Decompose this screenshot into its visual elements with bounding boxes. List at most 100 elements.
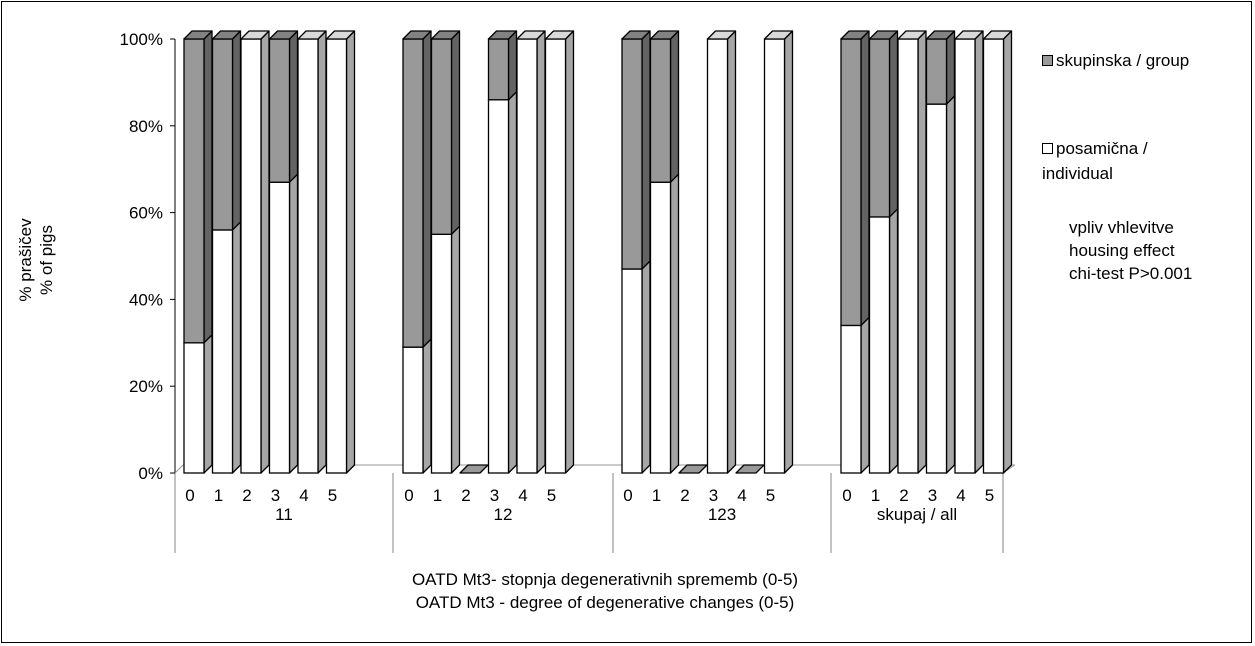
x-tick-label: 0: [185, 486, 194, 505]
y-tick-label: 80%: [129, 117, 163, 136]
bar-individual-top: [897, 30, 927, 40]
bar-group: [925, 30, 956, 105]
bar-individual-front: [325, 38, 348, 474]
bar-individual-front: [240, 38, 262, 474]
bar-individual-side: [450, 225, 461, 474]
bar-group: [211, 30, 242, 231]
x-tick-label: 4: [956, 486, 965, 505]
bar-individual-front: [621, 268, 643, 474]
bar-individual: [297, 30, 327, 474]
x-tick-label: 5: [328, 486, 337, 505]
x-axis-title: OATD Mt3- stopnja degenerativnih spremem…: [180, 568, 1030, 614]
x-tick-label: 4: [518, 486, 527, 505]
bar-group-top: [925, 30, 956, 40]
bar-group-top: [868, 30, 899, 40]
x-tick-label: 2: [242, 486, 251, 505]
bar-group-front: [487, 38, 510, 101]
legend-label-individual-line-2: individual: [1042, 164, 1113, 183]
bar-individual-front: [211, 229, 234, 474]
group-label: 12: [494, 505, 513, 524]
bar-individual-side: [260, 30, 270, 474]
bar-individual-side: [945, 95, 956, 474]
x-tick-label: 4: [737, 486, 746, 505]
bar-empty: [459, 464, 489, 474]
bar-individual-front: [706, 38, 729, 474]
bar-group-top: [487, 30, 518, 40]
y-tick-labels: 0% 20% 40% 60% 80% 100%: [120, 30, 175, 483]
x-axis-title-line-2: OATD Mt3 - degree of degenerative change…: [415, 593, 795, 612]
chart-bars: [183, 30, 1013, 474]
bar-group-top: [621, 30, 651, 40]
bar-individual-side: [203, 334, 213, 474]
x-tick-label: 1: [871, 486, 880, 505]
x-tick-label: 2: [680, 486, 689, 505]
legend-item-group: skupinska / group: [1042, 48, 1189, 73]
bar-individual: [868, 208, 899, 474]
x-tick-label: 3: [490, 486, 499, 505]
bar-individual-top: [982, 30, 1013, 40]
bar-group-side: [288, 30, 299, 183]
group-label: 123: [708, 505, 736, 524]
bar-empty: [735, 464, 765, 474]
bar-group-top: [211, 30, 242, 40]
y-tick-label: 0%: [138, 464, 163, 483]
bar-empty-plate: [735, 464, 765, 474]
bar-individual-top: [516, 30, 546, 40]
bar-individual-front: [487, 99, 510, 474]
bar-individual-side: [726, 30, 737, 474]
y-tick-label: 60%: [129, 204, 163, 223]
bar-group-side: [231, 30, 242, 231]
bar-individual-front: [297, 38, 319, 474]
bar-individual-side: [641, 260, 651, 474]
chart-annotation: vpliv vhlevitve housing effect chi-test …: [1069, 216, 1192, 285]
x-tick-label: 5: [766, 486, 775, 505]
floor-left-edge: [174, 464, 184, 474]
bar-group-front: [925, 38, 948, 105]
bar-individual-side: [317, 30, 327, 474]
bar-individual-side: [231, 221, 242, 474]
y-tick-label: 100%: [120, 30, 163, 49]
bar-individual: [487, 91, 518, 474]
group-labels: 11 12 123 skupaj / all: [174, 473, 1004, 553]
bar-group-front: [268, 38, 291, 183]
bar-group: [487, 30, 518, 101]
bar-individual-front: [183, 342, 205, 474]
bar-individual-top: [544, 30, 575, 40]
bar-group-side: [669, 30, 680, 183]
bar-group: [183, 30, 213, 344]
bar-group-front: [621, 38, 643, 270]
bar-group: [621, 30, 651, 270]
bar-individual-top: [706, 30, 737, 40]
bar-individual: [706, 30, 737, 474]
bar-group-front: [868, 38, 891, 218]
bar-group-front: [402, 38, 424, 348]
bar-group-front: [211, 38, 234, 231]
x-tick-label: 5: [985, 486, 994, 505]
bar-individual-front: [544, 38, 567, 474]
bar-individual-side: [1002, 30, 1013, 474]
bar-individual: [621, 260, 651, 474]
bar-group-front: [840, 38, 862, 327]
bar-individual: [649, 173, 680, 474]
x-tick-label: 3: [928, 486, 937, 505]
group-label: 11: [275, 505, 293, 524]
y-axis-title-line-2: % of pigs: [37, 225, 56, 295]
bar-individual: [982, 30, 1013, 474]
bar-group-side: [641, 30, 651, 270]
bar-individual-side: [564, 30, 575, 474]
x-tick-label: 3: [271, 486, 280, 505]
x-tick-label: 1: [214, 486, 223, 505]
bar-empty: [678, 464, 708, 474]
x-tick-label: 4: [299, 486, 308, 505]
bar-group-top: [183, 30, 213, 40]
bar-group-side: [945, 30, 956, 105]
bar-individual-side: [860, 316, 870, 474]
bar-group: [649, 30, 680, 183]
bar-individual-front: [954, 38, 976, 474]
y-tick-label: 20%: [129, 377, 163, 396]
bar-individual-front: [430, 233, 453, 474]
bar-individual: [325, 30, 356, 474]
bar-individual-side: [917, 30, 927, 474]
